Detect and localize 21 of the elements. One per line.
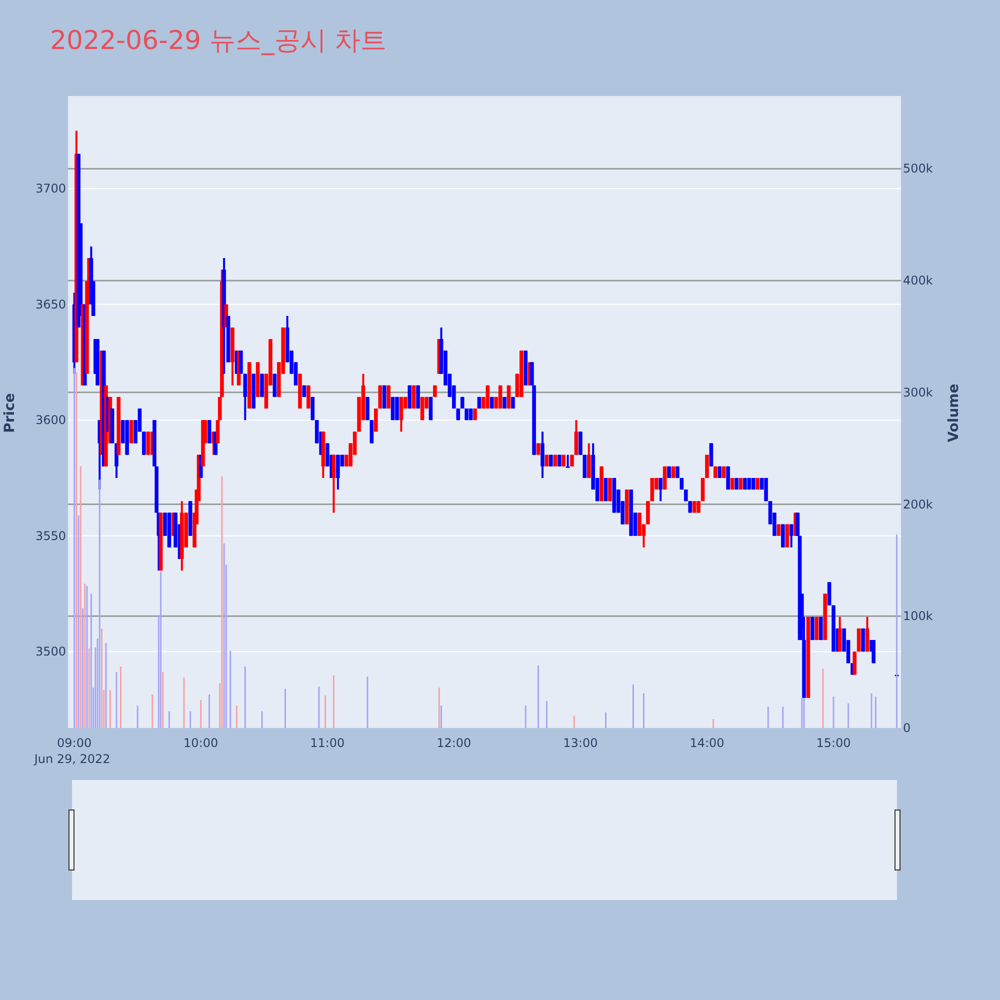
y-tick-label: 3650 [35,297,66,312]
chart-title: 2022-06-29 뉴스_공시 차트 [50,26,387,56]
x-tick-label: 09:00 Jun 29, 2022 [33,736,110,766]
y2-tick-label: 0 [903,721,911,735]
y-tick-label: 3500 [35,644,66,659]
y-axis-title: Price [2,393,18,433]
x-tick-label: 13:00 [563,736,598,750]
x-tick-label: 11:00 [310,736,345,750]
y-tick-label: 3700 [35,182,66,196]
y-tick-label: 3600 [35,413,66,428]
x-tick-label: 15:00 [816,736,851,750]
y2-tick-label: 200k [903,497,933,512]
x-tick-label: 12:00 [436,736,472,750]
y2-axis-title: Volume [946,384,962,442]
x-tick-label: 10:00 [184,736,218,750]
y-tick-label: 3550 [35,528,66,543]
y2-tick-label: 300k [903,385,933,400]
y2-tick-label: 100k [903,609,933,624]
y2-tick-label: 400k [903,274,933,288]
y2-tick-label: 500k [903,162,933,176]
x-tick-label: 14:00 [690,736,724,750]
